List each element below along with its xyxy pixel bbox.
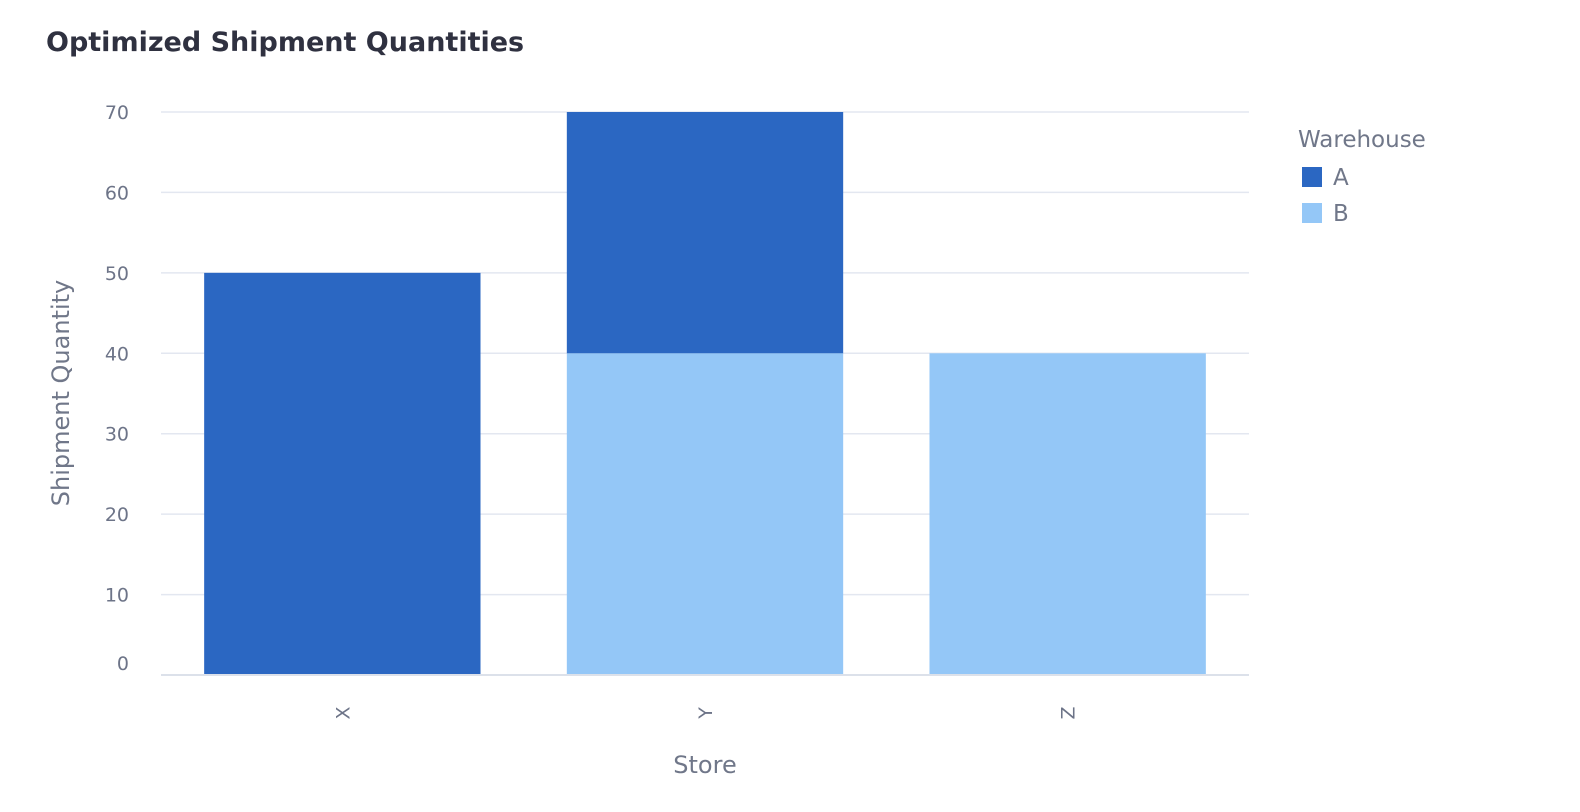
y-axis-title: Shipment Quantity — [47, 280, 75, 506]
x-tick-label: X — [332, 706, 354, 719]
x-tick-label: Y — [695, 707, 717, 720]
x-axis-ticks: X Y Z — [332, 706, 1079, 719]
y-tick-label: 60 — [105, 182, 129, 204]
bar-z-b[interactable] — [929, 353, 1206, 675]
x-axis-title: Store — [673, 751, 736, 779]
y-tick-label: 40 — [105, 343, 129, 365]
legend-swatch-b — [1302, 203, 1322, 223]
y-tick-label: 30 — [105, 424, 129, 446]
y-tick-label: 50 — [105, 263, 129, 285]
bar-y-a[interactable] — [566, 112, 844, 354]
bars — [204, 112, 1206, 675]
y-tick-label: 10 — [105, 585, 129, 607]
x-tick-label: Z — [1058, 706, 1080, 719]
legend-swatch-a — [1302, 167, 1322, 187]
bar-y-b[interactable] — [566, 353, 844, 675]
legend: Warehouse AB — [1298, 127, 1426, 227]
legend-items: AB — [1302, 165, 1349, 227]
y-axis-ticks: 0 10 20 30 40 50 60 70 — [105, 102, 129, 675]
y-tick-label: 0 — [117, 653, 129, 675]
bar-x-a[interactable] — [204, 272, 481, 675]
chart-title: Optimized Shipment Quantities — [46, 27, 524, 58]
legend-title: Warehouse — [1298, 127, 1426, 153]
y-tick-label: 70 — [105, 102, 129, 124]
legend-label-b: B — [1333, 201, 1349, 227]
legend-label-a: A — [1333, 165, 1349, 191]
y-tick-label: 20 — [105, 504, 129, 526]
